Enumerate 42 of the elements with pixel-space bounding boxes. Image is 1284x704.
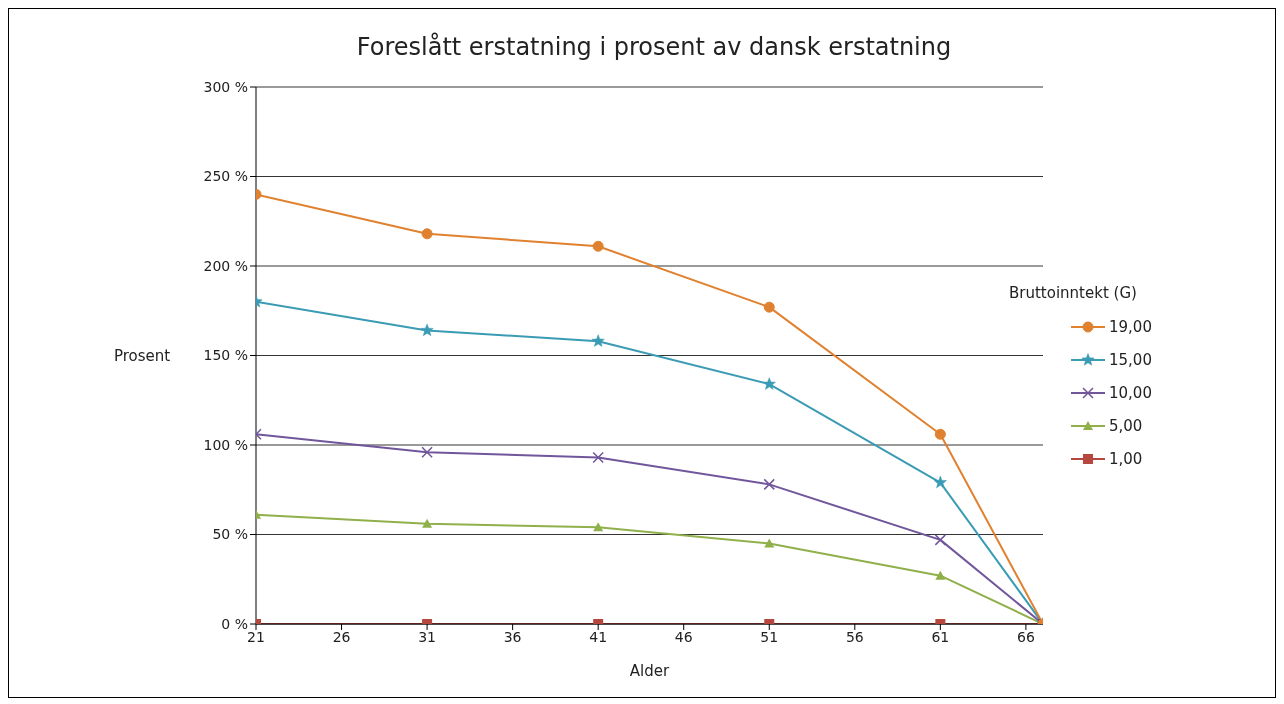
point (420, 323, 434, 336)
point (763, 478, 776, 491)
x-tick-label: 46 (674, 628, 693, 645)
y-tick-label: 250 % (203, 168, 248, 185)
point (762, 377, 776, 390)
x-axis-title: Alder (629, 662, 670, 680)
y-tick-label: 200 % (203, 257, 248, 274)
legend-label: 1,00 (1109, 449, 1143, 468)
y-tick-label: 150 % (203, 347, 248, 364)
x-tick-label: 51 (760, 628, 779, 645)
x-tick-label: 36 (503, 628, 522, 645)
legend-title: Bruttoinntekt (G) (1009, 284, 1138, 302)
point (592, 240, 604, 252)
y-tick-label: 100 % (203, 436, 248, 453)
x-tick-label: 41 (589, 628, 608, 645)
legend-label: 10,00 (1109, 383, 1152, 402)
x-tick-label: 66 (1016, 628, 1035, 645)
legend-label: 15,00 (1109, 350, 1152, 369)
x-tick-label: 26 (332, 628, 351, 645)
x-tick-label: 61 (931, 628, 950, 645)
point (591, 334, 605, 347)
x-tick-label: 31 (418, 628, 436, 645)
y-tick-label: 50 % (212, 526, 248, 543)
point (934, 428, 946, 440)
y-tick-label: 0 % (221, 615, 248, 632)
point (934, 534, 947, 546)
point (593, 522, 604, 532)
x-tick-label: 56 (845, 628, 864, 645)
legend-label: 19,00 (1109, 317, 1152, 336)
chart-title: Foreslått erstatning i prosent av dansk erstatning (355, 33, 953, 61)
point (763, 301, 775, 313)
point (764, 538, 775, 548)
legend-label: 5,00 (1109, 416, 1143, 435)
x-tick-label: 21 (247, 628, 265, 645)
point (421, 446, 433, 458)
point (592, 451, 604, 464)
point (421, 228, 433, 240)
point (933, 475, 947, 489)
point (422, 518, 433, 528)
y-axis-title: Prosent (114, 346, 171, 365)
point (935, 570, 946, 580)
y-tick-label: 300 % (203, 78, 248, 95)
